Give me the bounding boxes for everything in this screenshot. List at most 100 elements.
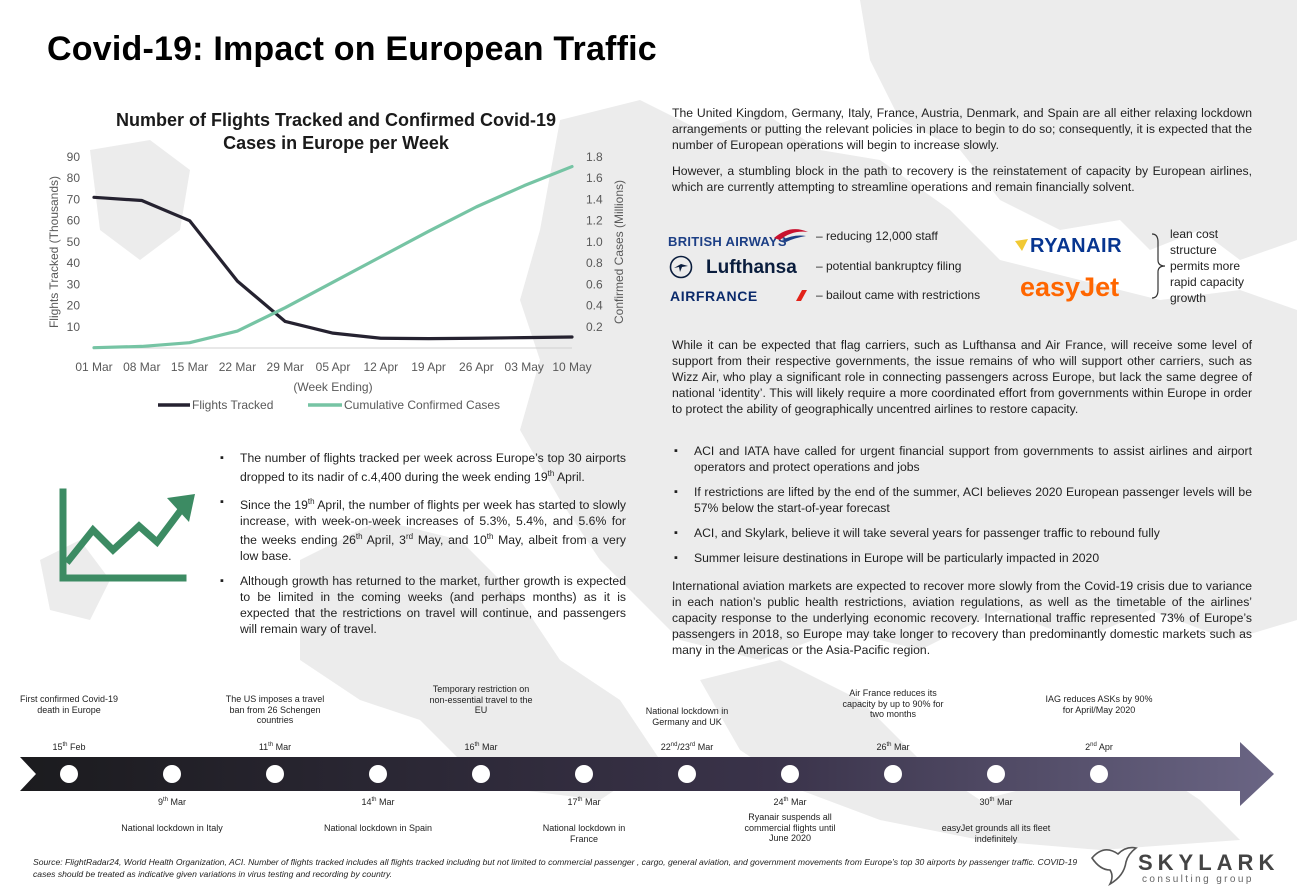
air-france-logo: AIRFRANCE — [670, 288, 758, 304]
timeline-date: 14th Mar — [361, 797, 395, 807]
timeline-event-label: National lockdown in Spain — [323, 823, 433, 833]
y-left-tick-label: 20 — [67, 299, 81, 313]
timeline-event-label: National lockdown in Germany and UK — [645, 706, 729, 727]
x-tick-label: 03 May — [505, 360, 544, 374]
y-axis-left-label: Flights Tracked (Thousands) — [47, 176, 61, 328]
ryanair-harp-icon — [1015, 239, 1028, 251]
timeline-event-label: Ryanair suspends all commercial flights … — [744, 812, 836, 843]
lean-line: structure — [1170, 243, 1217, 257]
easyjet-logo: easyJet — [1020, 272, 1120, 302]
paragraph-relaxing-lockdown: The United Kingdom, Germany, Italy, Fran… — [672, 106, 1252, 152]
timeline-date: 9th Mar — [157, 797, 187, 807]
x-tick-label: 08 Mar — [123, 360, 160, 374]
x-tick-label: 26 Apr — [459, 360, 494, 374]
timeline-marker — [1090, 765, 1108, 783]
flights-cases-chart: Number of Flights Tracked and Confirmed … — [47, 110, 626, 412]
airfrance-description: – bailout came with restrictions — [816, 288, 981, 302]
timeline-marker — [781, 765, 799, 783]
x-tick-label: 15 Mar — [171, 360, 208, 374]
british-airways-speedmarque-icon — [774, 229, 808, 242]
british-airways-logo: BRITISH AIRWAYS — [668, 234, 787, 249]
chart-title-line-2: Cases in Europe per Week — [223, 133, 450, 153]
timeline-marker — [678, 765, 696, 783]
timeline-marker — [369, 765, 387, 783]
paragraph-international-markets: International aviation markets are expec… — [672, 579, 1252, 657]
list-item: ACI, and Skylark, believe it will take s… — [672, 525, 1252, 541]
timeline-date: 30th Mar — [979, 797, 1013, 807]
timeline-event-label: First confirmed Covid-19 death in Europe — [19, 694, 119, 715]
list-item: The number of flights tracked per week a… — [218, 450, 626, 485]
timeline-event-label: easyJet grounds all its fleet indefinite… — [941, 823, 1051, 844]
lufthansa-crane-icon — [669, 255, 693, 279]
y-left-tick-label: 10 — [67, 320, 81, 334]
x-tick-label: 10 May — [552, 360, 591, 374]
timeline-marker — [163, 765, 181, 783]
y-right-tick-label: 1.6 — [586, 171, 603, 185]
x-tick-label: 29 Mar — [267, 360, 304, 374]
y-right-tick-label: 1.2 — [586, 214, 603, 228]
list-item: Although growth has returned to the mark… — [218, 573, 626, 637]
x-tick-label: 01 Mar — [75, 360, 112, 374]
x-axis-label: (Week Ending) — [293, 380, 372, 394]
timeline-date: 11th Mar — [258, 742, 292, 752]
growth-chart-icon — [59, 488, 195, 582]
y-right-tick-label: 1.8 — [586, 150, 603, 164]
skylark-brand-name: SKYLARK — [1138, 850, 1280, 875]
lean-cost-note: lean cost structure permits more rapid c… — [1170, 226, 1260, 306]
right-bullet-list: ACI and IATA have called for urgent fina… — [672, 443, 1252, 575]
timeline-date: 15th Feb — [52, 742, 86, 752]
curly-brace — [1151, 233, 1166, 299]
y-right-tick-label: 0.8 — [586, 256, 603, 270]
timeline-event-label: IAG reduces ASKs by 90% for April/May 20… — [1045, 694, 1153, 715]
timeline-arrow — [20, 742, 1274, 806]
lean-line: lean cost — [1170, 227, 1219, 241]
flag-carrier-logos: BRITISH AIRWAYS Lufthansa AIRFRANCE — [668, 222, 828, 312]
lufthansa-description: – potential bankruptcy filing — [816, 259, 962, 273]
y-right-tick-label: 0.6 — [586, 277, 603, 291]
skylark-bird-logo-icon — [1090, 846, 1138, 887]
list-item: Since the 19th April, the number of flig… — [218, 494, 626, 564]
timeline-event-label: The US imposes a travel ban from 26 Sche… — [225, 694, 325, 725]
lean-line: rapid capacity — [1170, 275, 1245, 289]
y-left-tick-label: 30 — [67, 277, 81, 291]
y-right-tick-label: 1.0 — [586, 235, 603, 249]
y-right-tick-label: 0.4 — [586, 299, 603, 313]
paragraph-flag-carriers: While it can be expected that flag carri… — [672, 338, 1252, 416]
low-cost-carrier-logos: RYANAIR easyJet — [1014, 232, 1144, 312]
paragraph-stumbling-block: However, a stumbling block in the path t… — [672, 164, 1252, 194]
timeline-date: 17th Mar — [567, 797, 601, 807]
timeline-date: 24th Mar — [773, 797, 807, 807]
timeline-marker — [60, 765, 78, 783]
timeline-event-label: Temporary restriction on non-essential t… — [429, 684, 533, 715]
y-left-tick-label: 40 — [67, 256, 81, 270]
timeline-date: 22nd/23rd Mar — [660, 742, 714, 752]
lean-line: growth — [1170, 291, 1207, 305]
list-item: If restrictions are lifted by the end of… — [672, 484, 1252, 516]
y-right-tick-label: 1.4 — [586, 192, 603, 206]
legend-label-flights: Flights Tracked — [192, 398, 273, 412]
y-left-tick-label: 70 — [67, 192, 81, 206]
x-tick-label: 12 Apr — [363, 360, 398, 374]
y-left-tick-label: 80 — [67, 171, 81, 185]
list-item: Summer leisure destinations in Europe wi… — [672, 550, 1252, 566]
timeline-marker — [472, 765, 490, 783]
air-france-stripe-icon — [796, 290, 807, 301]
lean-line: permits more — [1170, 259, 1241, 273]
left-bullet-list: The number of flights tracked per week a… — [218, 450, 626, 646]
lufthansa-logo: Lufthansa — [706, 257, 797, 278]
timeline-marker — [575, 765, 593, 783]
x-tick-label: 05 Apr — [316, 360, 351, 374]
series-line-confirmed-cases — [92, 164, 574, 350]
x-tick-label: 22 Mar — [219, 360, 256, 374]
timeline-event-label: National lockdown in Italy — [121, 823, 223, 833]
series-line-flights-tracked — [92, 195, 574, 341]
timeline-marker — [987, 765, 1005, 783]
timeline-date: 26th Mar — [876, 742, 910, 752]
timeline-date: 2nd Apr — [1085, 742, 1113, 752]
y-right-tick-label: 0.2 — [586, 320, 603, 334]
y-left-tick-label: 60 — [67, 214, 81, 228]
x-tick-label: 19 Apr — [411, 360, 446, 374]
page-title: Covid-19: Impact on European Traffic — [47, 30, 657, 68]
timeline-marker — [884, 765, 902, 783]
y-left-tick-label: 50 — [67, 235, 81, 249]
